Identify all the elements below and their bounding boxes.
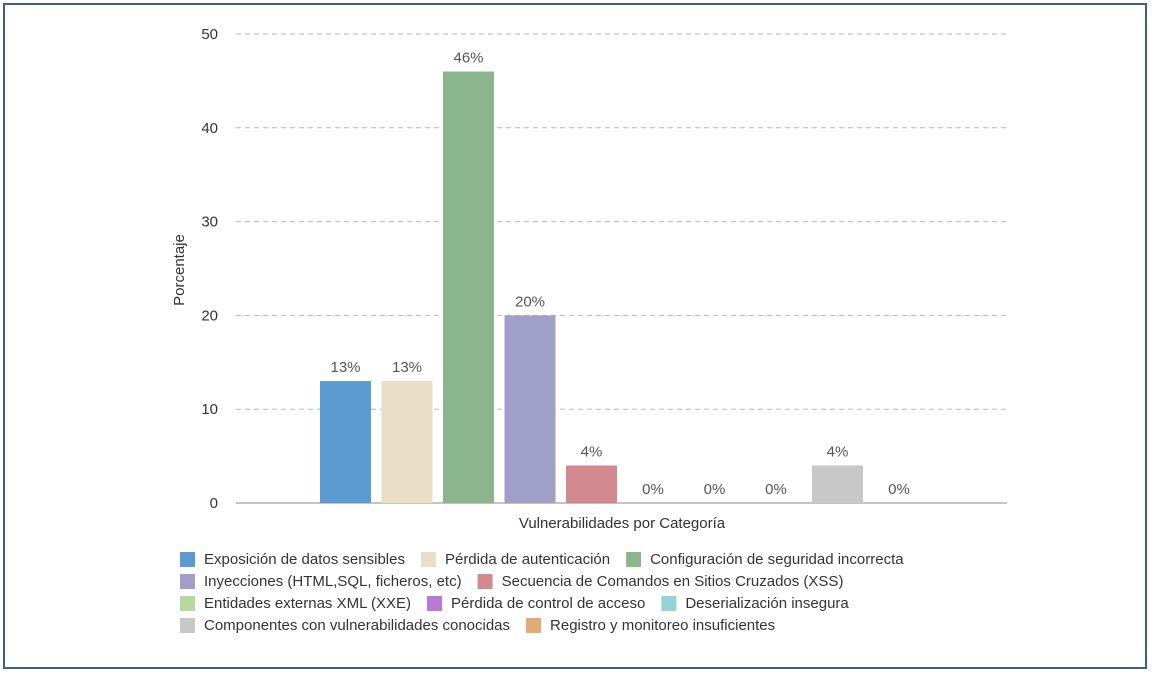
- data-labels: 13% 13% 46% 20% 4% 0% 0% 0% 4% 0%: [330, 50, 909, 498]
- legend-swatch: [427, 596, 443, 611]
- legend-swatch: [661, 596, 677, 611]
- legend-swatch: [626, 552, 642, 567]
- bar-value-label: 4%: [581, 443, 603, 460]
- bar-value-label: 0%: [704, 481, 726, 498]
- y-tick-label: 20: [201, 307, 218, 324]
- y-tick-label: 40: [201, 120, 218, 137]
- legend-swatch: [477, 574, 493, 589]
- bar: [566, 465, 617, 503]
- bar: [812, 465, 863, 503]
- legend-swatch: [526, 618, 542, 633]
- legend-label: Pérdida de autenticación: [445, 551, 610, 568]
- bar-value-label: 4%: [827, 443, 849, 460]
- y-tick-label: 30: [201, 214, 218, 231]
- y-tick-label: 10: [201, 401, 218, 418]
- y-axis-ticks: 0 10 20 30 40 50: [201, 26, 218, 512]
- grid-lines: [236, 33, 1007, 410]
- legend-swatch: [180, 552, 195, 567]
- legend: Exposición de datos sensibles Pérdida de …: [180, 551, 904, 634]
- legend-label: Configuración de seguridad incorrecta: [650, 551, 904, 568]
- bar-value-label: 0%: [642, 481, 664, 498]
- bar: [381, 381, 433, 503]
- bar: [504, 315, 556, 503]
- legend-swatch: [180, 618, 195, 633]
- legend-label: Componentes con vulnerabilidades conocid…: [204, 617, 510, 634]
- x-axis-title: Vulnerabilidades por Categoría: [519, 515, 726, 532]
- bar: [320, 381, 371, 503]
- y-axis-title: Porcentaje: [171, 234, 188, 306]
- bar-value-label: 0%: [888, 481, 910, 498]
- legend-label: Exposición de datos sensibles: [204, 551, 405, 568]
- legend-label: Entidades externas XML (XXE): [204, 595, 411, 612]
- bar-value-label: 46%: [453, 50, 483, 67]
- legend-swatch: [180, 574, 195, 589]
- legend-label: Pérdida de control de acceso: [451, 595, 645, 612]
- legend-swatch: [180, 596, 195, 611]
- bar-value-label: 20%: [515, 293, 545, 310]
- y-tick-label: 0: [210, 495, 218, 512]
- legend-label: Deserialización insegura: [685, 595, 849, 612]
- legend-label: Registro y monitoreo insuficientes: [550, 617, 775, 634]
- bar: [443, 71, 494, 504]
- bars: [320, 71, 863, 504]
- y-tick-label: 50: [201, 26, 218, 43]
- legend-swatch: [420, 552, 436, 567]
- bar-value-label: 13%: [330, 359, 360, 376]
- bar-value-label: 0%: [765, 481, 787, 498]
- legend-label: Inyecciones (HTML,SQL, ficheros, etc): [204, 573, 462, 590]
- bar-value-label: 13%: [392, 359, 422, 376]
- legend-label: Secuencia de Comandos en Sitios Cruzados…: [502, 573, 844, 590]
